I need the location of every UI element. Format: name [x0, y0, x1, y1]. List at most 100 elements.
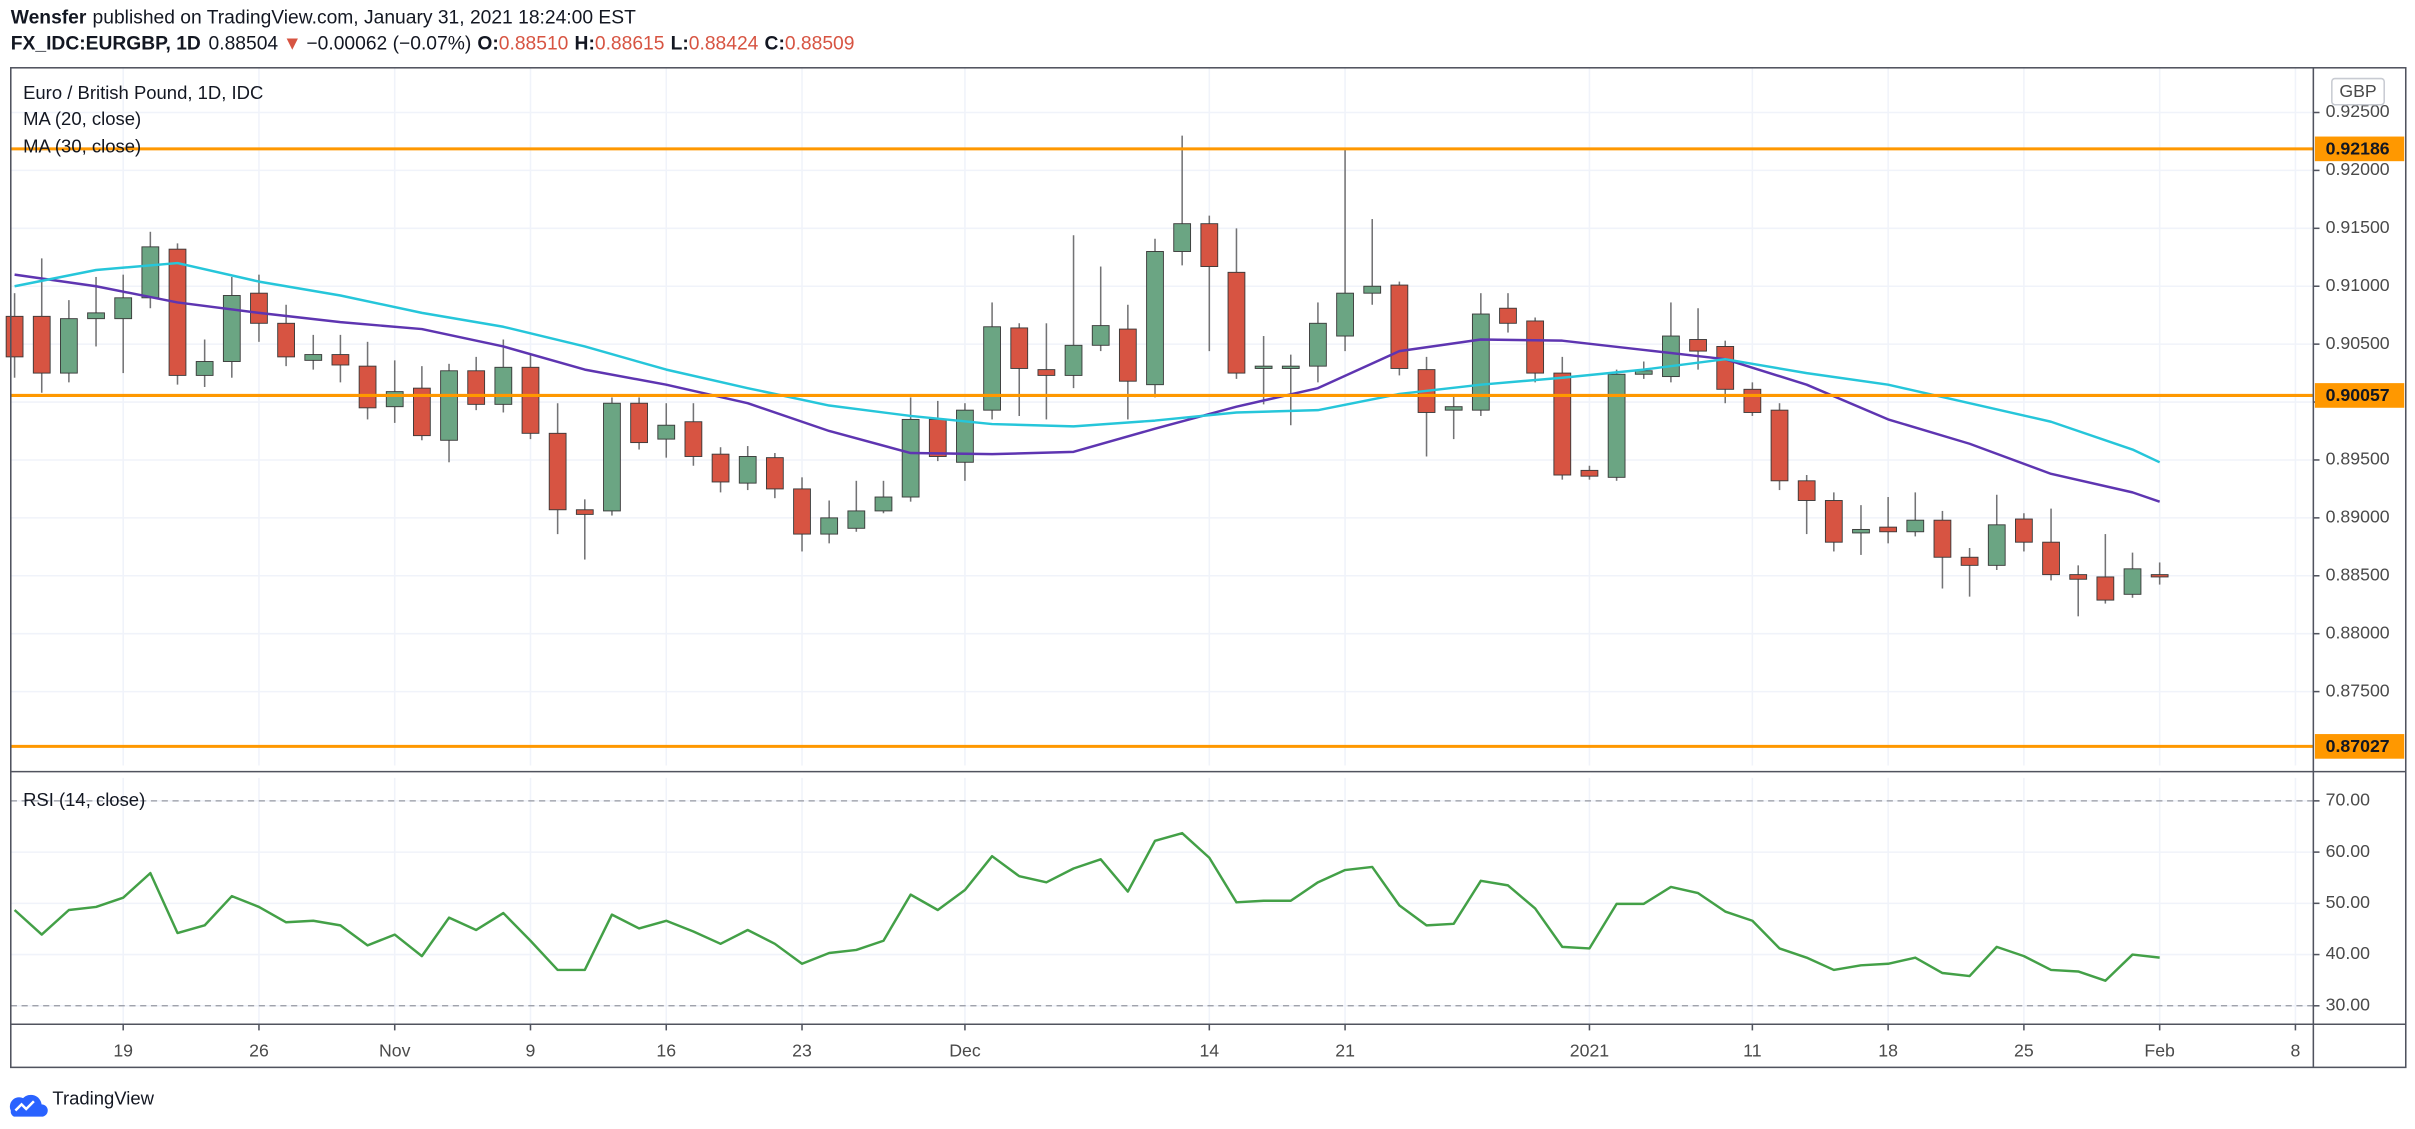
x-tick-label: Feb: [2144, 1041, 2175, 1061]
level-label-box: [2314, 734, 2405, 759]
candle-body: [114, 297, 133, 320]
arrow: ▼: [283, 34, 302, 55]
candle-body: [2015, 518, 2033, 543]
close: 0.88509: [785, 34, 855, 55]
candle-body: [1309, 322, 1327, 367]
candle-body: [1960, 556, 1979, 566]
candle-body: [358, 365, 377, 409]
x-tick-label: 8: [2290, 1041, 2300, 1061]
y-tick-label: 0.89000: [2326, 507, 2390, 527]
candle-body: [222, 295, 241, 362]
candle-body: [1281, 365, 1300, 369]
candle-body: [2042, 541, 2060, 576]
chart-title: Euro / British Pound, 1D, IDC: [23, 82, 263, 103]
x-tick-label: 9: [526, 1041, 536, 1061]
candle-body: [60, 318, 78, 374]
candle-body: [1553, 372, 1572, 476]
candle-body: [575, 509, 594, 515]
candle-body: [1743, 388, 1762, 413]
candle-body: [1091, 325, 1110, 346]
candle-body: [1852, 528, 1870, 534]
level-label: 0.87027: [2326, 736, 2390, 756]
candle-body: [2096, 576, 2115, 601]
candle-body: [1227, 271, 1246, 374]
candle-body: [1037, 369, 1056, 376]
candle-body: [1336, 292, 1354, 337]
candle-body: [765, 457, 784, 490]
candle-body: [1580, 469, 1599, 477]
candle-body: [1716, 345, 1735, 390]
candle-body: [820, 517, 839, 535]
candle-body: [874, 496, 893, 512]
x-tick-label: 2021: [1570, 1041, 1609, 1061]
footer-brand: TradingView: [52, 1088, 154, 1109]
y-tick-label: 0.91500: [2326, 217, 2390, 237]
y-tick-label: 0.90500: [2326, 333, 2390, 353]
candle-body: [1662, 335, 1680, 378]
open: 0.88510: [499, 34, 569, 55]
candle-body: [928, 418, 947, 457]
y-tick-label: 30.00: [2326, 994, 2370, 1014]
low: 0.88424: [689, 34, 759, 55]
quote-line: FX_IDC:EURGBP, 1D 0.88504 ▼ −0.00062 (−0.07…: [11, 34, 855, 55]
candle-body: [331, 354, 350, 366]
published: published on TradingView.com, January 31…: [93, 8, 637, 29]
candle-body: [32, 315, 51, 374]
x-tick-label: 14: [1199, 1041, 1219, 1061]
candle-body: [901, 418, 920, 498]
candle-body: [657, 424, 676, 440]
close-label: C:: [765, 34, 785, 55]
candle-body: [494, 366, 513, 405]
candle-body: [412, 387, 431, 437]
legend-entry: MA (30, close): [23, 136, 141, 157]
y-tick-label: 0.87500: [2326, 680, 2390, 700]
x-tick-label: 11: [1743, 1041, 1761, 1061]
candle-body: [1363, 285, 1382, 294]
candle-body: [1689, 339, 1707, 352]
candle-body: [5, 315, 24, 358]
candle-body: [630, 402, 648, 444]
legend-entry: MA (20, close): [23, 108, 141, 129]
candle-body: [956, 409, 974, 463]
y-tick-label: 0.92000: [2326, 159, 2390, 179]
candle-body: [304, 354, 323, 361]
candle-body: [1987, 524, 2006, 566]
candle-body: [1390, 284, 1409, 369]
candle-body: [1906, 519, 1925, 533]
candle-body: [1010, 327, 1029, 369]
high-label: H:: [575, 34, 595, 55]
low-label: L:: [671, 34, 689, 55]
series-line: [14, 273, 2161, 503]
candle-body: [1200, 223, 1219, 268]
candle-body: [711, 453, 730, 483]
candle-body: [548, 432, 567, 511]
y-tick-label: 0.88500: [2326, 564, 2390, 584]
x-tick-label: Nov: [379, 1041, 411, 1061]
candle-body: [2123, 568, 2142, 595]
series-line: [14, 261, 2161, 464]
candle-body: [1173, 223, 1192, 252]
candle-body: [1933, 519, 1952, 558]
candle-body: [1064, 344, 1083, 376]
candle-body: [1118, 328, 1137, 382]
candle-body: [2150, 574, 2169, 578]
candle-body: [2069, 574, 2088, 580]
candle-body: [168, 248, 187, 376]
candle-body: [467, 370, 486, 405]
x-tick-label: 16: [656, 1041, 676, 1061]
y-tick-label: 0.91000: [2326, 275, 2390, 295]
level-label: 0.90057: [2326, 385, 2390, 405]
x-tick-label: 18: [1878, 1041, 1898, 1061]
candle-body: [141, 246, 160, 299]
y-tick-label: 50.00: [2326, 892, 2370, 912]
candle-body: [521, 366, 540, 434]
x-tick-label: 19: [113, 1041, 133, 1061]
publish-line: Wensfer published on TradingView.com, Jan…: [11, 8, 636, 29]
high: 0.88615: [595, 34, 665, 55]
candle-body: [440, 370, 458, 441]
y-tick-label: 60.00: [2326, 841, 2370, 861]
y-tick-label: 0.88000: [2326, 622, 2390, 642]
x-tick-label: 25: [2014, 1041, 2034, 1061]
